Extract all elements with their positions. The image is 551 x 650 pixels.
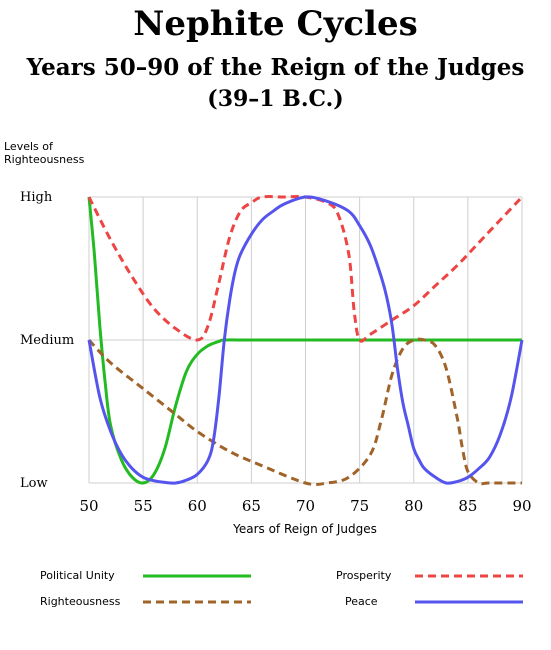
y-tick-label: High [20,190,53,205]
series-line-peace [87,195,524,485]
legend-label-peace: Peace [345,595,378,608]
x-tick-label: 60 [188,497,207,515]
chart-title: Nephite Cycles [133,4,418,44]
x-tick-label: 70 [296,497,315,515]
x-tick-label: 75 [350,497,369,515]
chart-subtitle-dates: (39–1 B.C.) [207,86,344,112]
legend-label-political-unity: Political Unity [40,569,115,582]
legend: Political Unity Prosperity Righteousness Pe… [40,569,523,608]
x-tick-label: 65 [242,497,261,515]
x-tick-label: 80 [404,497,423,515]
x-tick-label: 55 [134,497,153,515]
y-tick-labels: Low Medium High [20,190,74,491]
x-tick-label: 85 [458,497,477,515]
x-tick-labels: 50 55 60 65 70 75 80 85 90 [79,497,531,515]
legend-label-prosperity: Prosperity [336,569,392,582]
x-tick-label: 50 [79,497,98,515]
y-axis-label: Levels of Righteousness [4,140,85,166]
chart-subtitle: Years 50–90 of the Reign of the Judges [26,54,525,81]
x-tick-label: 90 [512,497,531,515]
y-tick-label: Medium [20,333,74,348]
legend-label-righteousness: Righteousness [40,595,121,608]
series-line-political-unity [87,196,522,485]
y-tick-label: Low [20,476,48,491]
x-axis-label: Years of Reign of Judges [232,522,377,536]
series-lines [87,195,524,487]
